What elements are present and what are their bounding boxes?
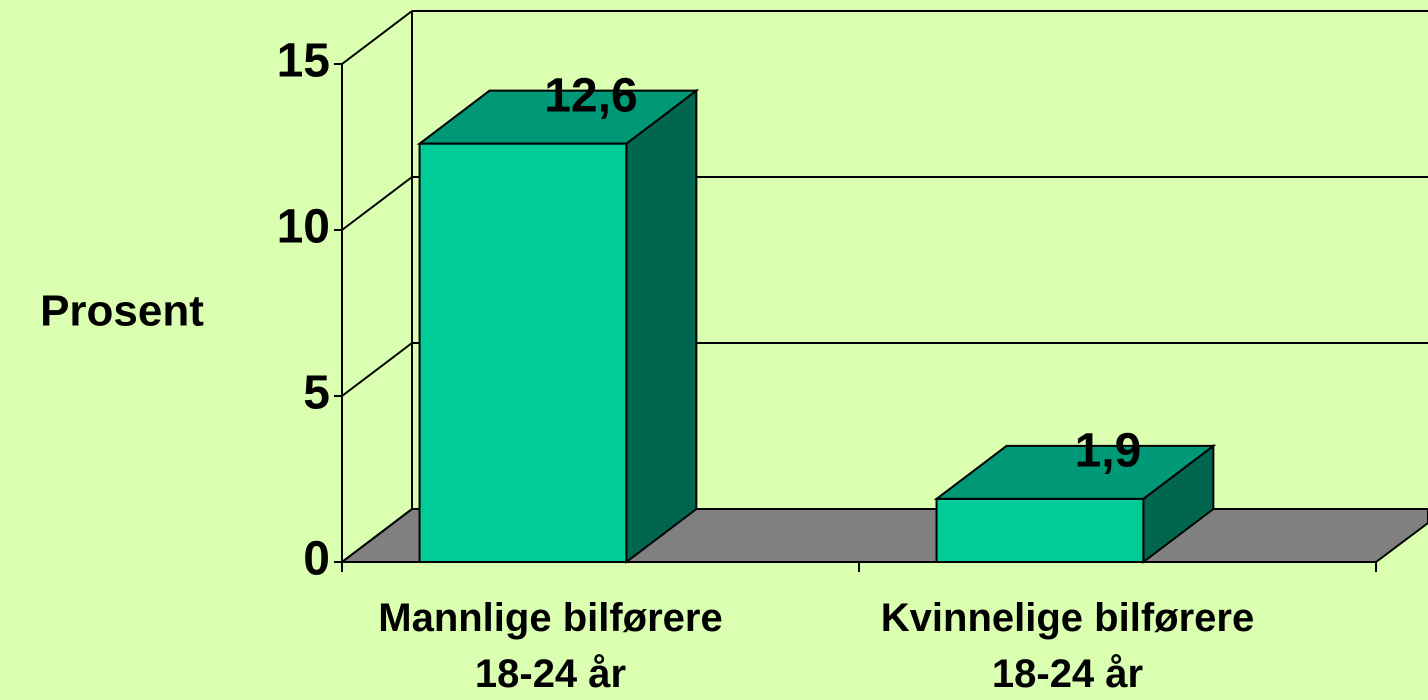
bar	[935, 497, 1145, 564]
x-tick-label: Kvinnelige bilførere 18-24 år	[880, 596, 1255, 696]
y-tick-label: 0	[303, 533, 330, 586]
grid-diagonal	[341, 508, 413, 563]
y-tick-label: 10	[277, 201, 330, 254]
bar-side	[625, 88, 698, 565]
grid-diagonal	[341, 176, 413, 231]
data-label: 1,9	[1075, 425, 1142, 478]
y-tick-label: 5	[303, 367, 330, 420]
y-tick-label: 15	[277, 35, 330, 88]
x-tick-label: Mannlige bilførere 18-24 år	[378, 596, 723, 696]
bar	[418, 142, 628, 563]
grid-diagonal	[341, 342, 413, 397]
data-label: 12,6	[544, 69, 637, 122]
grid-diagonal	[341, 10, 413, 65]
y-axis-label: Prosent	[40, 287, 204, 336]
